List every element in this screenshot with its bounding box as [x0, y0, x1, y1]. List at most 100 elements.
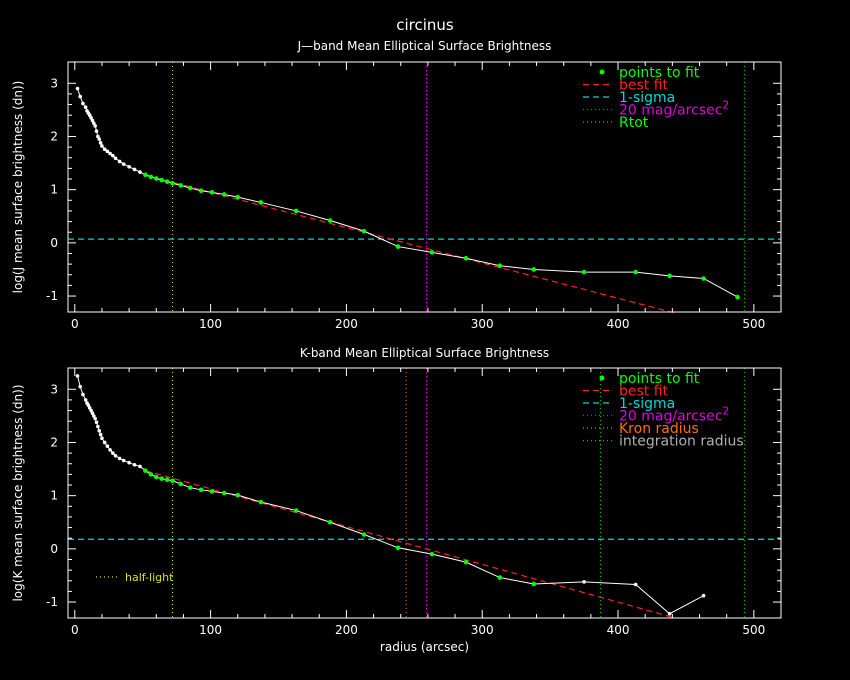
y-tick-label: 1: [50, 489, 58, 503]
fit-point: [159, 476, 165, 481]
profile-point: [93, 124, 97, 128]
fit-point: [143, 172, 148, 178]
y-axis-label: log(K mean surface brightness (dn)): [11, 384, 25, 601]
panel-j: J—band Mean Elliptical Surface Brightnes…: [11, 39, 782, 331]
profile-point: [701, 593, 706, 598]
profile-point: [113, 156, 118, 161]
profile-point: [78, 94, 83, 99]
fit-point: [221, 490, 227, 496]
profile-point: [102, 440, 107, 445]
profile-point: [111, 153, 115, 158]
profile-point: [633, 582, 638, 587]
profile-point: [90, 411, 95, 416]
profile-point: [87, 113, 92, 117]
profile-point: [75, 374, 80, 378]
plot-frame: [67, 367, 782, 619]
profile-point: [78, 384, 83, 389]
fit-point: [235, 194, 241, 200]
profile-point: [138, 464, 142, 469]
x-tick-label: 100: [199, 317, 222, 331]
legend-label: 1-sigma: [619, 90, 675, 106]
fit-point: [258, 200, 264, 205]
x-tick-label: 200: [335, 317, 358, 331]
profile-point: [81, 101, 85, 106]
fit-point: [327, 519, 333, 525]
best-fit-line: [145, 470, 676, 619]
profile-point: [132, 463, 137, 467]
profile-point: [100, 144, 104, 148]
y-tick-label: 3: [50, 382, 58, 396]
legend-label: integration radius: [619, 434, 744, 450]
fit-point: [361, 228, 367, 234]
profile-point: [117, 456, 122, 461]
fit-point: [178, 183, 184, 188]
fit-point: [531, 581, 537, 587]
profile-point: [89, 408, 93, 413]
fit-point: [293, 508, 299, 513]
profile-point: [92, 121, 96, 125]
fit-point: [164, 179, 170, 184]
y-tick-label: 3: [50, 76, 58, 90]
profile-point: [98, 141, 103, 145]
fit-point: [429, 250, 435, 255]
profile-point: [667, 611, 672, 616]
fit-point: [497, 263, 503, 269]
profile-point: [127, 460, 131, 465]
legend-label: 20 mag/arcsec2: [619, 99, 729, 119]
x-axis-label: radius (arcsec): [380, 640, 469, 654]
legend-marker-dot: [599, 69, 605, 75]
fit-point: [159, 177, 165, 183]
fit-point: [463, 255, 469, 261]
profile-point: [100, 436, 104, 441]
y-tick-label: -1: [46, 595, 58, 609]
legend-label: points to fit: [619, 65, 700, 81]
profile-point: [96, 134, 100, 139]
x-tick-label: 400: [607, 317, 630, 331]
y-tick-label: 2: [50, 435, 58, 449]
x-tick-label: 100: [199, 623, 222, 637]
profile-point: [81, 392, 85, 397]
fit-point: [170, 180, 175, 186]
fit-point: [170, 478, 175, 484]
profile-point: [87, 406, 92, 410]
profile-point: [94, 420, 99, 425]
panel-title: K-band Mean Elliptical Surface Brightnes…: [300, 346, 549, 360]
legend-label: best fit: [619, 384, 669, 400]
x-tick-label: 400: [607, 623, 630, 637]
legend-label: points to fit: [619, 371, 700, 387]
fit-point: [633, 269, 638, 275]
half-light-annotation: half-light: [125, 571, 174, 584]
panel-title: J—band Mean Elliptical Surface Brightnes…: [297, 39, 552, 53]
profile-point: [97, 428, 102, 433]
profile-point: [121, 458, 126, 463]
profile-point: [127, 164, 131, 169]
profile-point: [97, 137, 102, 141]
legend-label: Kron radius: [619, 421, 699, 437]
legend-marker-dot: [599, 375, 605, 381]
profile-point: [96, 424, 100, 429]
profile-point: [138, 170, 142, 174]
profile-point: [111, 451, 115, 455]
fit-point: [153, 474, 159, 480]
profile-point: [93, 416, 97, 421]
fit-point: [209, 489, 215, 494]
fit-point: [429, 551, 435, 557]
fit-point: [187, 185, 193, 191]
profile-point: [83, 398, 88, 402]
profile-point: [89, 116, 93, 120]
x-tick-label: 300: [471, 623, 494, 637]
legend-label: Rtot: [619, 115, 649, 131]
profile-point: [98, 432, 103, 437]
figure-title: circinus: [396, 16, 454, 34]
fit-point: [148, 472, 154, 477]
fit-point: [221, 192, 227, 197]
fit-point: [395, 545, 401, 551]
fit-point: [143, 468, 148, 473]
plot-frame: [67, 61, 782, 313]
x-tick-label: 500: [742, 623, 765, 637]
profile-point: [108, 448, 112, 452]
fit-point: [463, 559, 469, 565]
fit-point: [327, 218, 333, 223]
